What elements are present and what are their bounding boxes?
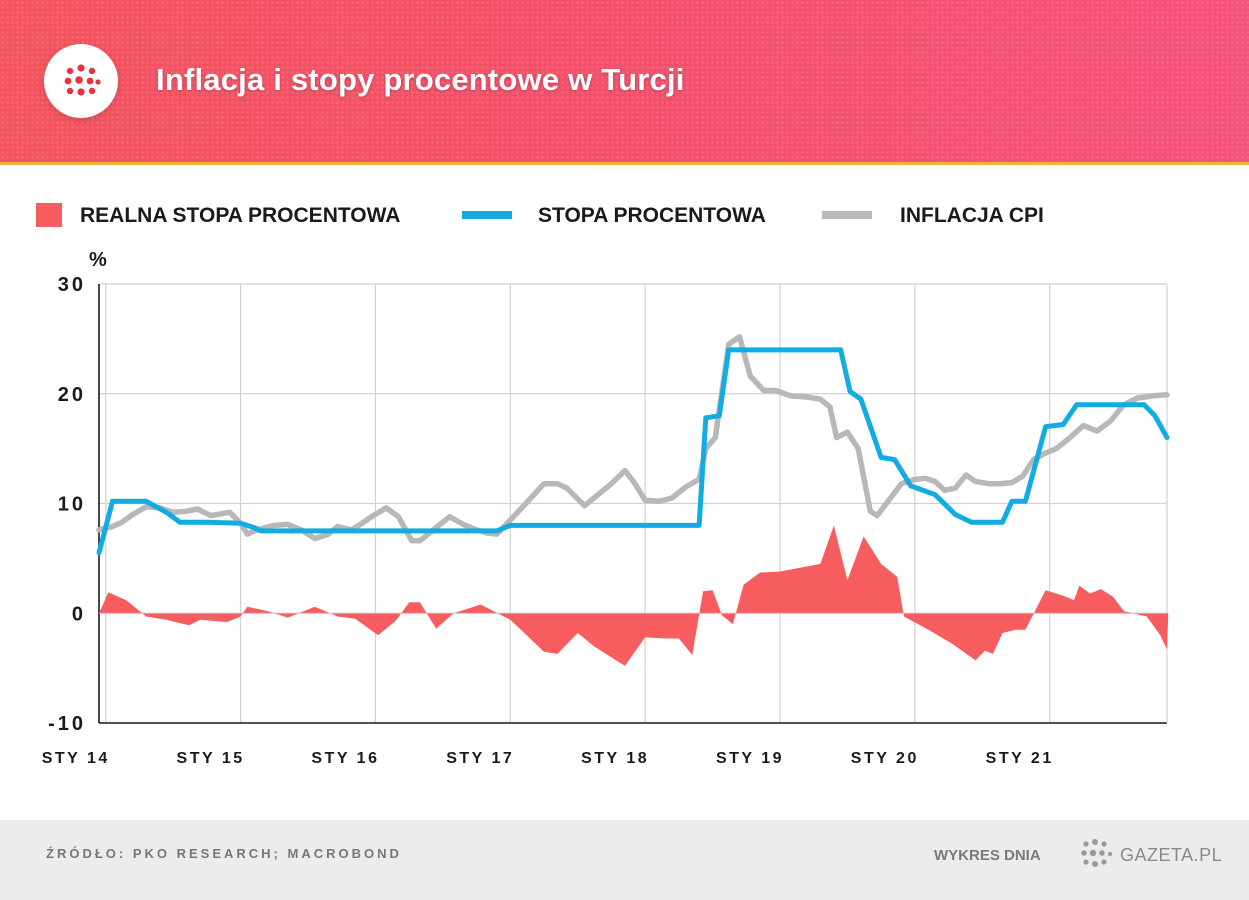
series-line-policy-rate bbox=[96, 347, 1170, 556]
x-tick-label: STY 21 bbox=[986, 750, 1054, 767]
y-tick-label: -10 bbox=[48, 713, 86, 735]
page-title: Inflacja i stopy procentowe w Turcji bbox=[156, 62, 685, 97]
x-tick-label: STY 19 bbox=[716, 750, 784, 767]
series-area-real-rate bbox=[99, 525, 1169, 666]
brand-name: GAZETA.PL bbox=[1120, 845, 1223, 865]
header-banner: Inflacja i stopy procentowe w Turcji bbox=[0, 0, 1249, 165]
source-note: ŹRÓDŁO: PKO RESEARCH; MACROBOND bbox=[46, 846, 402, 861]
y-tick-label: 20 bbox=[58, 384, 86, 406]
footer: ŹRÓDŁO: PKO RESEARCH; MACROBOND WYKRES D… bbox=[0, 820, 1249, 900]
y-tick-label: 30 bbox=[58, 274, 86, 296]
y-tick-label: 0 bbox=[72, 603, 86, 625]
legend-label-real-rate: REALNA STOPA PROCENTOWA bbox=[80, 204, 401, 227]
x-tick-label: STY 15 bbox=[177, 750, 245, 767]
y-axis-unit: % bbox=[89, 249, 107, 271]
x-tick-label: STY 18 bbox=[581, 750, 649, 767]
x-tick-label: STY 14 bbox=[42, 750, 110, 767]
chart-legend: REALNA STOPA PROCENTOWA STOPA PROCENTOWA… bbox=[0, 200, 1249, 230]
series-line-cpi bbox=[96, 333, 1170, 544]
header-divider bbox=[0, 162, 1249, 165]
line-chart: 30 20 10 0 -10 STY 14 STY 15 STY 16 STY 17 STY 18… bbox=[42, 249, 1170, 767]
legend-label-policy-rate: STOPA PROCENTOWA bbox=[538, 204, 766, 227]
chart-of-day-label: WYKRES DNIA bbox=[934, 847, 1041, 864]
y-tick-label: 10 bbox=[58, 494, 86, 516]
legend-swatch-policy-rate bbox=[462, 211, 512, 219]
x-tick-label: STY 20 bbox=[851, 750, 919, 767]
gazeta-logo-icon bbox=[44, 44, 118, 118]
legend-label-cpi: INFLACJA CPI bbox=[900, 204, 1044, 227]
x-tick-label: STY 16 bbox=[311, 750, 379, 767]
legend-swatch-cpi bbox=[822, 211, 872, 219]
legend-swatch-real-rate bbox=[36, 203, 62, 227]
gazeta-brand-icon bbox=[1081, 839, 1113, 867]
x-tick-label: STY 17 bbox=[446, 750, 514, 767]
header-texture bbox=[0, 0, 1249, 165]
